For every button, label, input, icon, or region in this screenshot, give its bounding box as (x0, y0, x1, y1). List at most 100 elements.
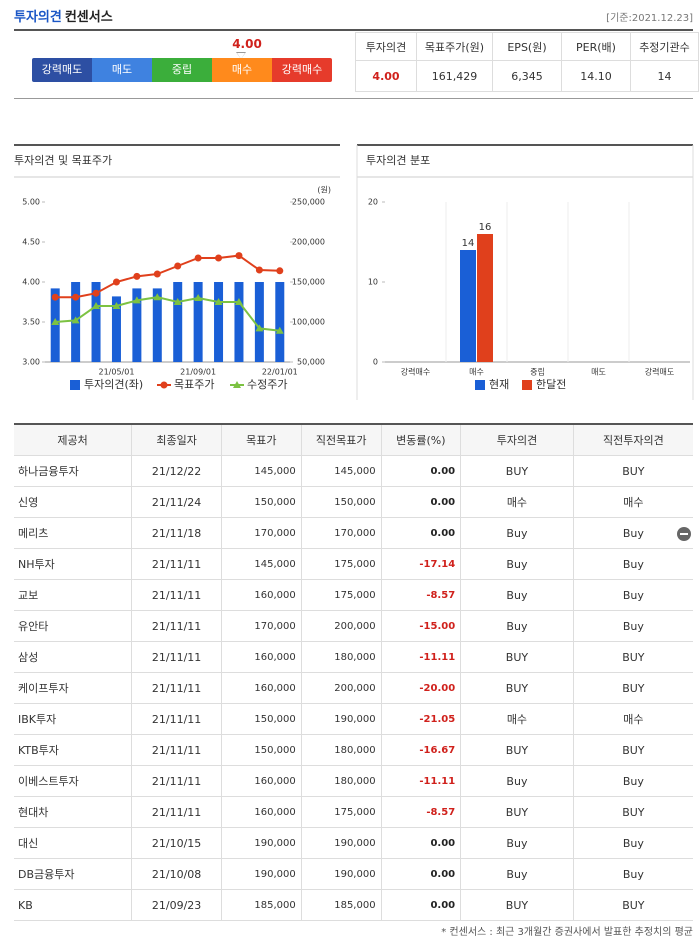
y-tick-label: 5.00 (22, 198, 40, 207)
cell: BUY (460, 672, 574, 704)
cell: 교보 (14, 579, 133, 611)
summary-value: 6,345 (492, 60, 562, 92)
cell: 190,000 (300, 827, 382, 859)
bar (214, 282, 224, 362)
x-tick-label: 매수 (469, 368, 484, 377)
broker-table: 제공처 최종일자 목표가 직전목표가 변동률(%) 투자의견 직전투자의견 하나금융투자 21/… (14, 423, 693, 921)
cell: -17.14 (380, 548, 462, 580)
chart-title: 투자의견 분포 (366, 154, 430, 167)
table-row: 대신 21/10/15 190,000 190,000 0.00 Buy Buy (14, 827, 693, 859)
chart-title: 투자의견 및 목표주가 (14, 154, 112, 167)
cell: Buy (572, 765, 693, 797)
opinion-scale: 강력매도 매도 중립 매수 강력매수 (32, 58, 332, 82)
legend-label: 투자의견(좌) (84, 378, 143, 391)
cell: 190,000 (220, 827, 302, 859)
point (72, 293, 80, 301)
cell: 하나금융투자 (14, 455, 133, 487)
cell: 185,000 (300, 889, 382, 921)
cell: 21/11/11 (131, 610, 222, 642)
y-tick-label: 4.50 (22, 238, 40, 247)
cell: 150,000 (220, 734, 302, 766)
cell: KB (14, 889, 133, 921)
cell: BUY (460, 889, 574, 921)
cell: 대신 (14, 827, 133, 859)
table-row: DB금융투자 21/10/08 190,000 190,000 0.00 Buy Buy (14, 858, 693, 890)
cell: 160,000 (220, 796, 302, 828)
summary-row: 4.00 161,429 6,345 14.10 14 (355, 60, 699, 92)
cell: 21/12/22 (131, 455, 222, 487)
legend-label: 한달전 (536, 378, 566, 391)
cell: Buy (572, 858, 693, 890)
cell: Buy (460, 610, 574, 642)
point (92, 289, 100, 297)
cell: -21.05 (380, 703, 462, 735)
y2-tick-label: 250,000 (292, 198, 325, 207)
summary-header: 목표주가(원) (416, 32, 493, 61)
point (173, 298, 182, 305)
cell: 케이프투자 (14, 672, 133, 704)
cell: -15.00 (380, 610, 462, 642)
cell: 21/09/23 (131, 889, 222, 921)
cell: 메리츠 (14, 517, 133, 549)
cell: 180,000 (300, 641, 382, 673)
scale-level: 강력매도 (32, 58, 92, 82)
bar (132, 288, 142, 362)
scale-level: 강력매수 (272, 58, 332, 82)
point (112, 278, 120, 286)
cell: Buy (572, 827, 693, 859)
cell: -11.11 (380, 765, 462, 797)
divider (14, 98, 693, 99)
cell: BUY (572, 641, 693, 673)
line (55, 254, 280, 299)
cell: 매수 (572, 703, 693, 735)
column-header: 투자의견 (460, 423, 574, 456)
cell: 170,000 (220, 517, 302, 549)
legend-swatch (160, 381, 168, 389)
cell: 0.00 (380, 486, 462, 518)
cell: DB금융투자 (14, 858, 133, 890)
y2-unit: (원) (317, 186, 331, 195)
cell: 150,000 (300, 486, 382, 518)
collapse-icon[interactable] (677, 527, 691, 541)
cell: 매수 (460, 703, 574, 735)
point (112, 302, 121, 309)
summary-value: 161,429 (416, 60, 493, 92)
page-title: 투자의견 컨센서스 (14, 6, 113, 25)
bar (50, 288, 60, 362)
cell: 0.00 (380, 517, 462, 549)
table-row: KB 21/09/23 185,000 185,000 0.00 BUY BUY (14, 889, 693, 921)
x-tick-label: 21/05/01 (98, 368, 134, 377)
column-header: 목표가 (220, 423, 302, 456)
table-row: 유안타 21/11/11 170,000 200,000 -15.00 Buy Buy (14, 610, 693, 642)
y2-tick-label: 150,000 (292, 278, 325, 287)
cell: 21/11/11 (131, 796, 222, 828)
cell: 190,000 (300, 858, 382, 890)
summary-row: 투자의견 목표주가(원) EPS(원) PER(배) 추정기관수 (355, 32, 699, 61)
score: 4.00 (232, 37, 262, 51)
cell: -20.00 (380, 672, 462, 704)
bar (460, 250, 476, 362)
cell: 21/11/11 (131, 734, 222, 766)
summary-value: 14.10 (561, 60, 631, 92)
cell: 160,000 (220, 672, 302, 704)
cell: 21/11/24 (131, 486, 222, 518)
cell: BUY (572, 455, 693, 487)
legend-label: 현재 (489, 378, 509, 391)
scale-level: 매수 (212, 58, 272, 82)
cell: 매수 (572, 486, 693, 518)
cell: BUY (460, 455, 574, 487)
x-tick-label: 22/01/01 (262, 368, 298, 377)
header-row: 제공처 최종일자 목표가 직전목표가 변동률(%) 투자의견 직전투자의견 (14, 423, 693, 456)
cell: BUY (572, 889, 693, 921)
scale-level: 중립 (152, 58, 212, 82)
column-header: 최종일자 (131, 423, 222, 456)
x-tick-label: 강력매도 (645, 367, 674, 377)
cell: BUY (572, 734, 693, 766)
base-date: [기준:2021.12.23] (606, 13, 693, 24)
cell: 21/11/11 (131, 765, 222, 797)
cell: 175,000 (300, 548, 382, 580)
cell: -8.57 (380, 579, 462, 611)
bar (111, 296, 121, 362)
cell: 21/11/18 (131, 517, 222, 549)
